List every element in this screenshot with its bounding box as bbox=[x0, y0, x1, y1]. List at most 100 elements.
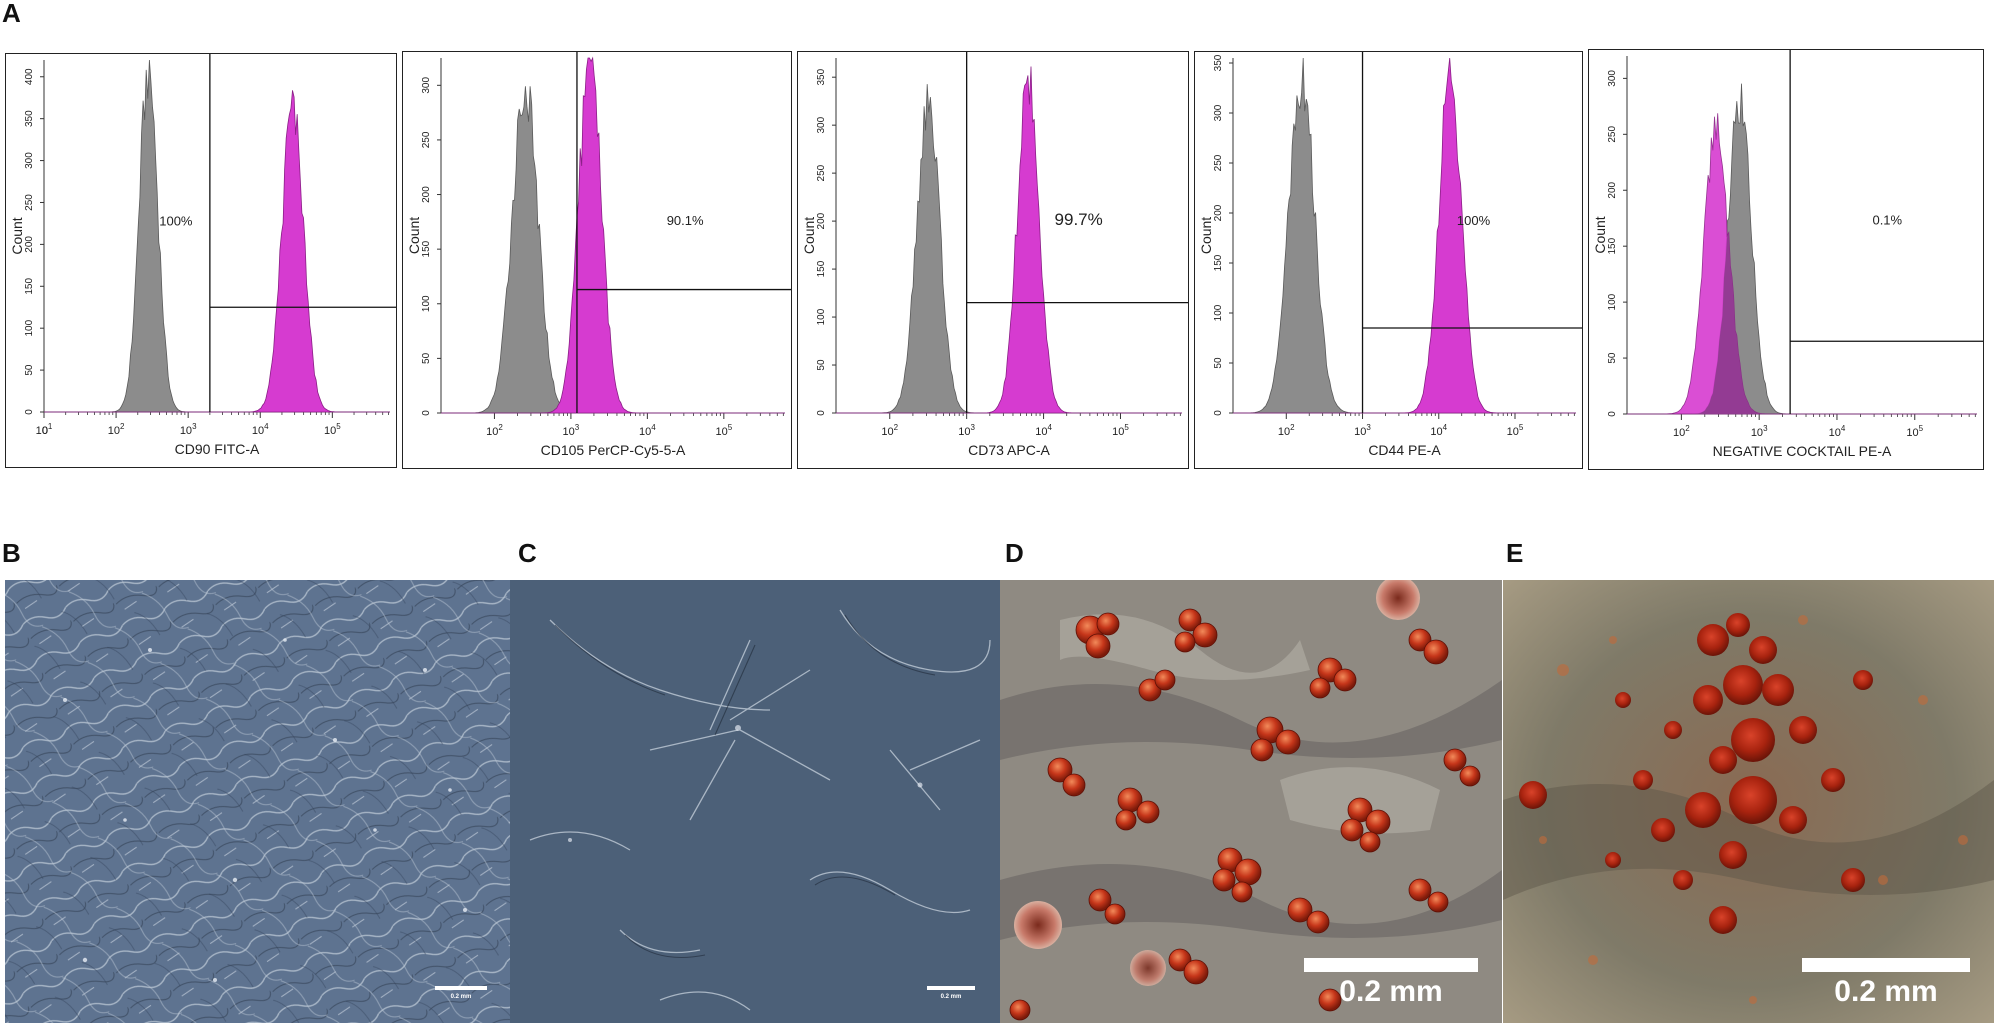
histogram-plot: 0 50 100 150 200 250 300 350 102 103 104 105 CD73 AP… bbox=[801, 52, 1188, 458]
x-tick-label: 105 bbox=[1507, 423, 1524, 438]
stained-histogram bbox=[441, 56, 785, 414]
overlap-histogram bbox=[1627, 232, 1977, 414]
x-tick-label: 105 bbox=[324, 422, 341, 437]
histogram-negative-cocktail: 0 50 100 150 200 250 300 102 103 104 105 NEGATIVE C… bbox=[1588, 49, 1984, 470]
gate-percentage-label: 100% bbox=[159, 213, 193, 228]
x-tick-label: 101 bbox=[36, 422, 53, 437]
y-tick-label: 250 bbox=[24, 194, 35, 211]
x-axis-label: CD105 PerCP-Cy5-5-A bbox=[541, 442, 686, 458]
y-tick-label: 50 bbox=[1213, 357, 1224, 369]
isotype-histogram bbox=[44, 59, 390, 413]
scale-bar-label: 0.2 mm bbox=[1339, 975, 1443, 1008]
histogram-cd44: 0 50 100 150 200 250 300 350 102 103 104 105 CD44 PE… bbox=[1194, 51, 1583, 469]
y-tick-label: 250 bbox=[1607, 126, 1618, 143]
x-axis-label: CD90 FITC-A bbox=[175, 441, 260, 457]
y-tick-label: 200 bbox=[421, 186, 432, 203]
scale-bar bbox=[1304, 958, 1478, 972]
histogram-plot: 0 50 100 150 200 250 300 102 103 104 105 NEGATIVE C… bbox=[1592, 50, 1983, 459]
y-tick-label: 0 bbox=[24, 409, 35, 415]
gate-percentage-label: 100% bbox=[1457, 213, 1491, 228]
y-tick-label: 150 bbox=[1607, 237, 1618, 254]
x-axis-label: NEGATIVE COCKTAIL PE-A bbox=[1713, 443, 1892, 459]
histogram-cd105: 0 50 100 150 200 250 300 102 103 104 105 CD105 PerC… bbox=[402, 51, 792, 469]
x-tick-label: 102 bbox=[1673, 424, 1690, 439]
panel-letter-e: E bbox=[1506, 538, 1524, 568]
x-tick-label: 103 bbox=[1354, 423, 1371, 438]
micrograph-c-sparse-culture: 0.2 mm bbox=[510, 580, 1000, 1023]
panel-letter-a: A bbox=[2, 0, 21, 28]
y-tick-label: 300 bbox=[24, 152, 35, 169]
y-tick-label: 50 bbox=[1607, 352, 1618, 364]
x-tick-label: 102 bbox=[881, 423, 898, 438]
y-tick-label: 200 bbox=[1213, 204, 1224, 221]
x-tick-label: 102 bbox=[486, 423, 503, 438]
micrograph-b-msc-culture: 0.2 mm bbox=[5, 580, 510, 1023]
isotype-histogram bbox=[1627, 83, 1977, 415]
x-tick-label: 105 bbox=[1112, 423, 1129, 438]
x-tick-label: 105 bbox=[1906, 424, 1923, 439]
histogram-cd73: 0 50 100 150 200 250 300 350 102 103 104 105 CD73 AP… bbox=[797, 51, 1189, 469]
scale-bar bbox=[927, 986, 975, 990]
y-tick-label: 300 bbox=[1607, 70, 1618, 87]
y-tick-label: 50 bbox=[24, 364, 35, 376]
histogram-cd90: 0 50 100 150 200 250 300 350 400 0 101 102 103 104 105… bbox=[5, 53, 397, 468]
x-tick-label: 103 bbox=[563, 423, 580, 438]
gate-percentage-label: 90.1% bbox=[667, 213, 704, 228]
y-tick-label: 350 bbox=[1213, 54, 1224, 71]
y-tick-label: 250 bbox=[816, 164, 827, 181]
y-tick-label: 300 bbox=[1213, 104, 1224, 121]
histogram-plot: 0 50 100 150 200 250 300 350 102 103 104 105 CD44 PE… bbox=[1198, 52, 1582, 458]
y-tick-label: 50 bbox=[816, 359, 827, 371]
scale-bar-label: 0.2 mm bbox=[450, 994, 472, 1000]
isotype-histogram bbox=[1233, 57, 1576, 414]
y-tick-label: 0 bbox=[421, 410, 432, 416]
y-axis-label: Count bbox=[1198, 217, 1214, 254]
y-tick-label: 100 bbox=[816, 308, 827, 325]
y-tick-label: 150 bbox=[24, 278, 35, 295]
scale-bar-label: 0.2 mm bbox=[1834, 975, 1938, 1008]
y-tick-label: 0 bbox=[816, 410, 827, 416]
y-tick-label: 250 bbox=[421, 131, 432, 148]
micrograph-d-adipogenic: 0.2 mm bbox=[1000, 580, 1502, 1023]
x-tick-label: 102 bbox=[1278, 423, 1295, 438]
y-tick-label: 250 bbox=[1213, 154, 1224, 171]
stained-histogram bbox=[1627, 113, 1977, 415]
x-axis-label: CD44 PE-A bbox=[1368, 442, 1441, 458]
scale-bar-label: 0.2 mm bbox=[940, 994, 962, 1000]
y-axis-label: Count bbox=[801, 217, 817, 254]
y-tick-label: 350 bbox=[24, 110, 35, 127]
y-tick-label: 150 bbox=[421, 240, 432, 257]
y-tick-label: 50 bbox=[421, 352, 432, 364]
y-tick-label: 350 bbox=[816, 68, 827, 85]
y-tick-label: 200 bbox=[24, 236, 35, 253]
y-tick-label: 100 bbox=[24, 319, 35, 336]
x-tick-label: 104 bbox=[639, 423, 656, 438]
y-tick-label: 300 bbox=[421, 77, 432, 94]
gate-percentage-label: 0.1% bbox=[1872, 212, 1902, 227]
scale-bar bbox=[1802, 958, 1970, 972]
x-axis-label: CD73 APC-A bbox=[968, 442, 1050, 458]
y-tick-label: 100 bbox=[1213, 304, 1224, 321]
y-tick-label: 200 bbox=[1607, 181, 1618, 198]
panel-letter-c: C bbox=[518, 538, 537, 568]
x-tick-label: 104 bbox=[1829, 424, 1846, 439]
y-axis-label: Count bbox=[406, 217, 422, 254]
stained-histogram bbox=[44, 90, 390, 413]
y-tick-label: 0 bbox=[1607, 411, 1618, 417]
y-tick-label: 150 bbox=[816, 260, 827, 277]
x-tick-label: 105 bbox=[715, 423, 732, 438]
gate-percentage-label: 99.7% bbox=[1055, 210, 1103, 229]
y-tick-label: 150 bbox=[1213, 254, 1224, 271]
panel-letter-d: D bbox=[1005, 538, 1024, 568]
y-tick-label: 100 bbox=[421, 295, 432, 312]
x-tick-label: 103 bbox=[180, 422, 197, 437]
x-tick-label: 103 bbox=[958, 423, 975, 438]
x-tick-label: 104 bbox=[1430, 423, 1447, 438]
x-tick-label: 102 bbox=[108, 422, 125, 437]
x-tick-label: 103 bbox=[1751, 424, 1768, 439]
y-tick-label: 0 bbox=[1213, 410, 1224, 416]
y-axis-label: Count bbox=[9, 217, 25, 254]
y-axis-label: Count bbox=[1592, 216, 1608, 253]
histogram-plot: 0 50 100 150 200 250 300 102 103 104 105 CD105 PerC… bbox=[406, 52, 791, 458]
